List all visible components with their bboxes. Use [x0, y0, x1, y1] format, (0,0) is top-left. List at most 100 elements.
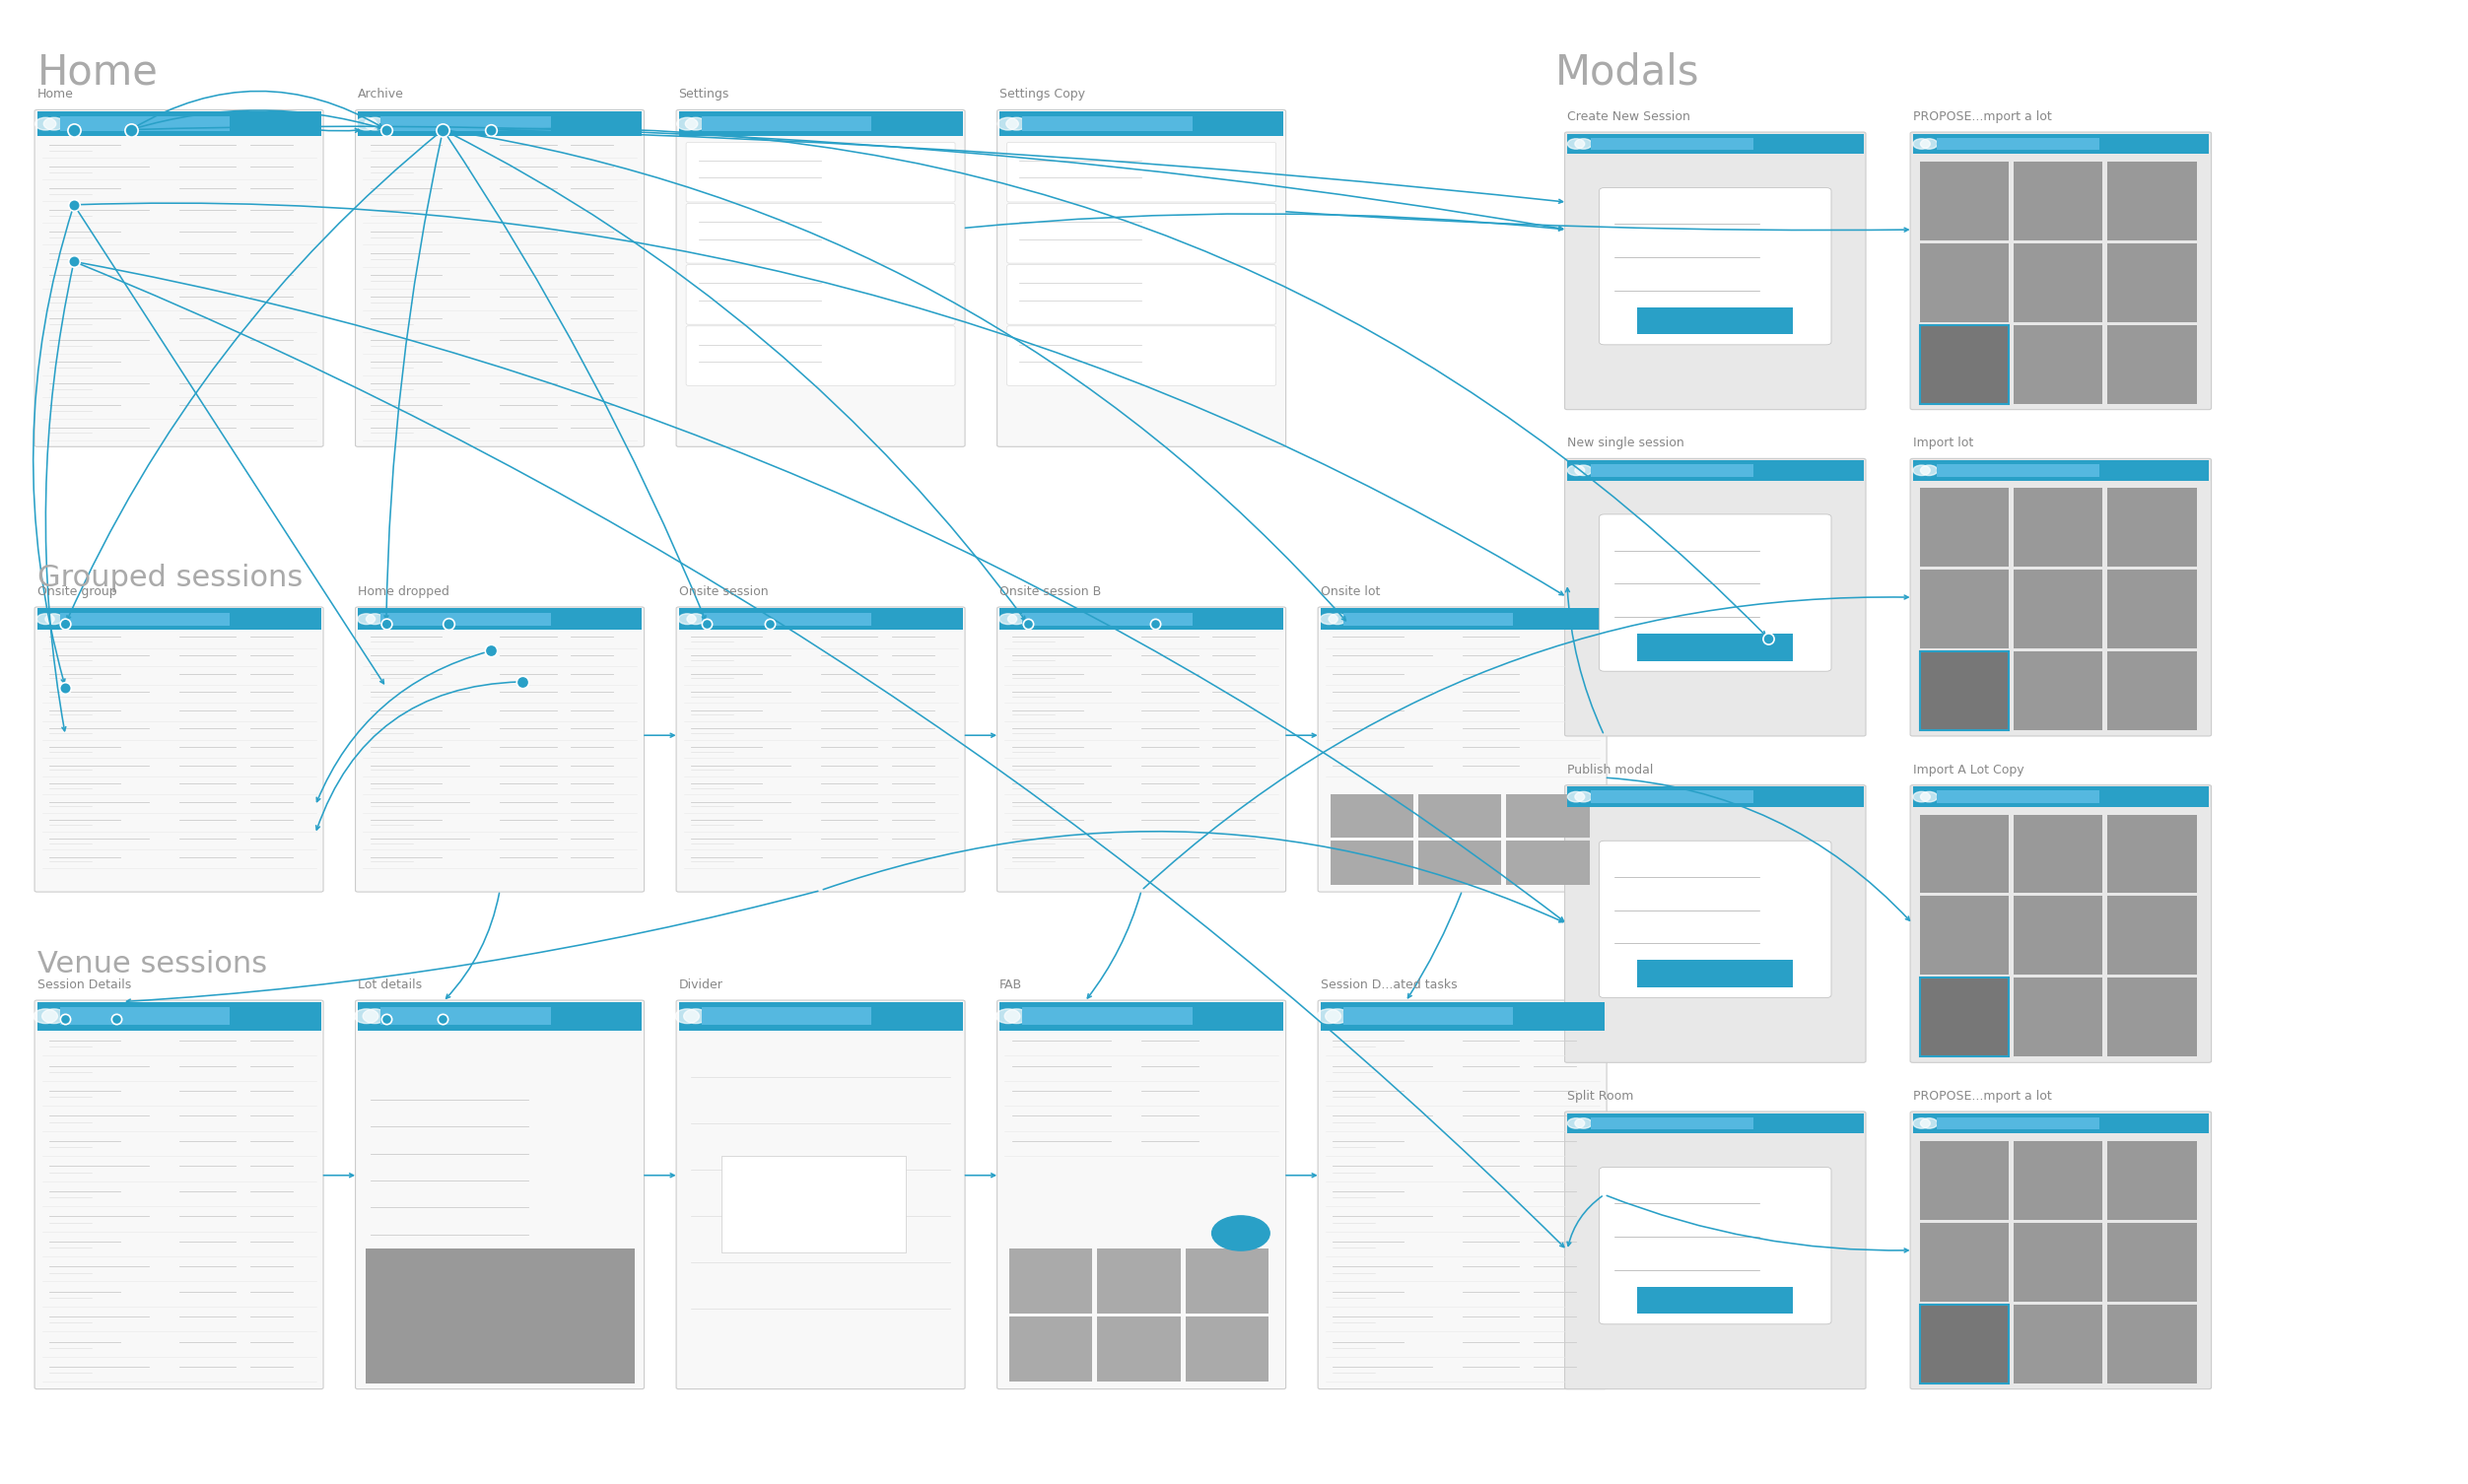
- FancyBboxPatch shape: [1007, 203, 1276, 263]
- Text: Lot details: Lot details: [358, 978, 422, 991]
- FancyBboxPatch shape: [1007, 142, 1276, 202]
- Bar: [59, 116, 230, 132]
- Text: Home: Home: [37, 52, 158, 93]
- Point: [471, 117, 511, 141]
- Circle shape: [1007, 117, 1027, 131]
- Bar: [380, 613, 550, 625]
- Point: [1750, 626, 1789, 650]
- FancyArrowPatch shape: [444, 132, 706, 620]
- Bar: [1505, 794, 1589, 838]
- Bar: [1022, 1008, 1192, 1025]
- FancyArrowPatch shape: [965, 214, 1562, 230]
- Circle shape: [684, 1009, 708, 1024]
- Text: Venue sessions: Venue sessions: [37, 950, 267, 978]
- Bar: [701, 116, 871, 132]
- Point: [750, 611, 790, 635]
- Bar: [2014, 651, 2103, 730]
- FancyArrowPatch shape: [644, 1174, 674, 1177]
- FancyArrowPatch shape: [323, 1174, 353, 1177]
- Point: [47, 675, 84, 699]
- Bar: [380, 116, 550, 132]
- Point: [686, 611, 728, 635]
- Bar: [2014, 1304, 2103, 1383]
- Circle shape: [1575, 138, 1592, 148]
- Point: [503, 669, 543, 693]
- Circle shape: [1913, 464, 1930, 475]
- Bar: [1022, 613, 1192, 625]
- Bar: [2108, 651, 2197, 730]
- FancyBboxPatch shape: [1910, 459, 2211, 736]
- FancyArrowPatch shape: [494, 129, 1765, 635]
- FancyBboxPatch shape: [686, 264, 955, 325]
- Bar: [1913, 787, 2209, 807]
- Bar: [1920, 815, 2009, 893]
- Bar: [37, 111, 321, 137]
- Text: Home: Home: [37, 88, 74, 101]
- Bar: [37, 1002, 321, 1031]
- Circle shape: [365, 614, 383, 625]
- Bar: [1022, 116, 1192, 132]
- FancyBboxPatch shape: [686, 203, 955, 263]
- FancyBboxPatch shape: [1599, 841, 1831, 997]
- Bar: [1639, 307, 1792, 334]
- FancyArrowPatch shape: [1607, 1196, 1908, 1252]
- Bar: [1592, 1117, 1755, 1129]
- FancyArrowPatch shape: [77, 263, 1565, 922]
- Bar: [1592, 791, 1755, 803]
- Circle shape: [1920, 1117, 1937, 1128]
- Bar: [1639, 634, 1792, 660]
- FancyBboxPatch shape: [1007, 264, 1276, 325]
- Bar: [1567, 134, 1863, 154]
- Bar: [1913, 134, 2209, 154]
- Bar: [2108, 978, 2197, 1057]
- Circle shape: [686, 117, 706, 131]
- FancyArrowPatch shape: [77, 208, 385, 684]
- FancyArrowPatch shape: [447, 131, 1345, 620]
- Bar: [2014, 243, 2103, 322]
- Text: Grouped sessions: Grouped sessions: [37, 564, 304, 592]
- Circle shape: [1920, 138, 1937, 148]
- Circle shape: [1325, 1009, 1350, 1024]
- Bar: [1419, 841, 1501, 884]
- Text: New single session: New single session: [1567, 436, 1683, 450]
- Point: [54, 117, 94, 141]
- FancyArrowPatch shape: [447, 893, 499, 999]
- Circle shape: [1913, 1117, 1930, 1128]
- Text: Modals: Modals: [1555, 52, 1700, 93]
- FancyArrowPatch shape: [494, 129, 1562, 203]
- Bar: [1913, 460, 2209, 481]
- Circle shape: [1575, 464, 1592, 475]
- FancyBboxPatch shape: [1910, 1112, 2211, 1389]
- Point: [365, 611, 405, 635]
- Bar: [1937, 464, 2100, 476]
- FancyArrowPatch shape: [316, 681, 521, 830]
- FancyBboxPatch shape: [997, 1000, 1286, 1389]
- Bar: [2108, 1141, 2197, 1220]
- Bar: [1009, 1316, 1093, 1382]
- FancyArrowPatch shape: [965, 1174, 995, 1177]
- Bar: [37, 608, 321, 629]
- Circle shape: [355, 117, 378, 131]
- Bar: [1000, 111, 1283, 137]
- FancyBboxPatch shape: [355, 1000, 644, 1389]
- FancyArrowPatch shape: [126, 890, 817, 1003]
- Text: Home dropped: Home dropped: [358, 585, 449, 598]
- Circle shape: [1567, 791, 1584, 801]
- Circle shape: [679, 614, 696, 625]
- FancyArrowPatch shape: [824, 831, 1562, 922]
- Bar: [1009, 1248, 1093, 1313]
- FancyBboxPatch shape: [997, 607, 1286, 892]
- FancyBboxPatch shape: [355, 607, 644, 892]
- Bar: [2014, 896, 2103, 975]
- Bar: [1567, 787, 1863, 807]
- Bar: [1505, 841, 1589, 884]
- Bar: [1920, 1141, 2009, 1220]
- Point: [96, 1008, 136, 1031]
- Bar: [1920, 325, 2009, 404]
- Bar: [2014, 488, 2103, 567]
- FancyArrowPatch shape: [1286, 1174, 1315, 1177]
- Circle shape: [1567, 138, 1584, 148]
- Bar: [2014, 1141, 2103, 1220]
- FancyArrowPatch shape: [133, 126, 1562, 230]
- Bar: [1920, 570, 2009, 649]
